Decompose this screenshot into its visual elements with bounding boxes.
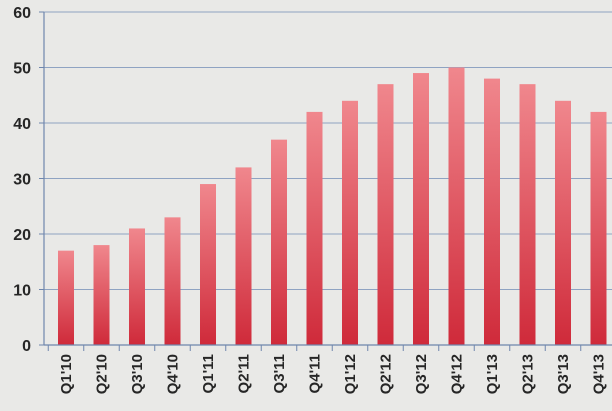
bar-Q1'10 [58, 250, 74, 345]
x-tick-label: Q3'13 [555, 354, 572, 394]
bar-Q1'11 [200, 184, 216, 345]
x-tick-labels: Q1'10 Q2'10 Q3'10 Q4'10 Q1'11 Q2'11 Q3'11 Q4'11… [58, 354, 608, 394]
y-tick-label: 10 [13, 283, 31, 300]
x-tick-label: Q2'10 [94, 354, 111, 394]
y-tick-label: 60 [13, 5, 31, 22]
x-tick-label: Q4'13 [591, 354, 608, 394]
x-tick-label: Q4'10 [165, 354, 182, 394]
bar-Q4'10 [164, 217, 181, 345]
y-tick-label: 40 [13, 116, 31, 133]
x-tick-label: Q2'12 [378, 354, 395, 394]
bar-Q4'12 [448, 67, 465, 345]
x-tick-label: Q2'13 [520, 354, 537, 394]
y-tick-labels: 0 10 20 30 40 50 60 [13, 5, 31, 355]
bars [58, 67, 607, 346]
bar-Q4'11 [306, 111, 323, 346]
bar-Q1'13 [484, 78, 500, 345]
bar-Q1'12 [342, 100, 358, 345]
x-tick-label: Q1'10 [58, 354, 75, 394]
bar-Q2'11 [235, 167, 252, 345]
x-tick-label: Q3'10 [129, 354, 146, 394]
x-tick-label: Q1'11 [200, 354, 217, 393]
y-tick-label: 20 [13, 227, 31, 244]
bar-Q3'13 [555, 100, 571, 345]
bar-Q4'13 [590, 111, 607, 346]
x-tick-label: Q4'12 [449, 354, 466, 394]
bar-Q3'12 [413, 73, 429, 346]
x-tick-label: Q3'12 [413, 354, 430, 394]
bar-Q3'11 [271, 139, 287, 345]
bar-Q2'10 [93, 245, 110, 345]
bar-Q2'13 [519, 84, 536, 346]
bar-Q2'12 [377, 84, 394, 346]
axes [39, 11, 612, 351]
bar-Q3'10 [129, 228, 145, 345]
y-tick-label: 0 [22, 338, 31, 355]
x-tick-label: Q2'11 [236, 354, 253, 393]
y-tick-label: 50 [13, 61, 31, 78]
x-tick-label: Q3'11 [271, 354, 288, 393]
x-tick-label: Q1'13 [484, 354, 501, 394]
x-tick-label: Q1'12 [342, 354, 359, 394]
y-tick-label: 30 [13, 172, 31, 189]
x-tick-label: Q4'11 [307, 354, 324, 393]
